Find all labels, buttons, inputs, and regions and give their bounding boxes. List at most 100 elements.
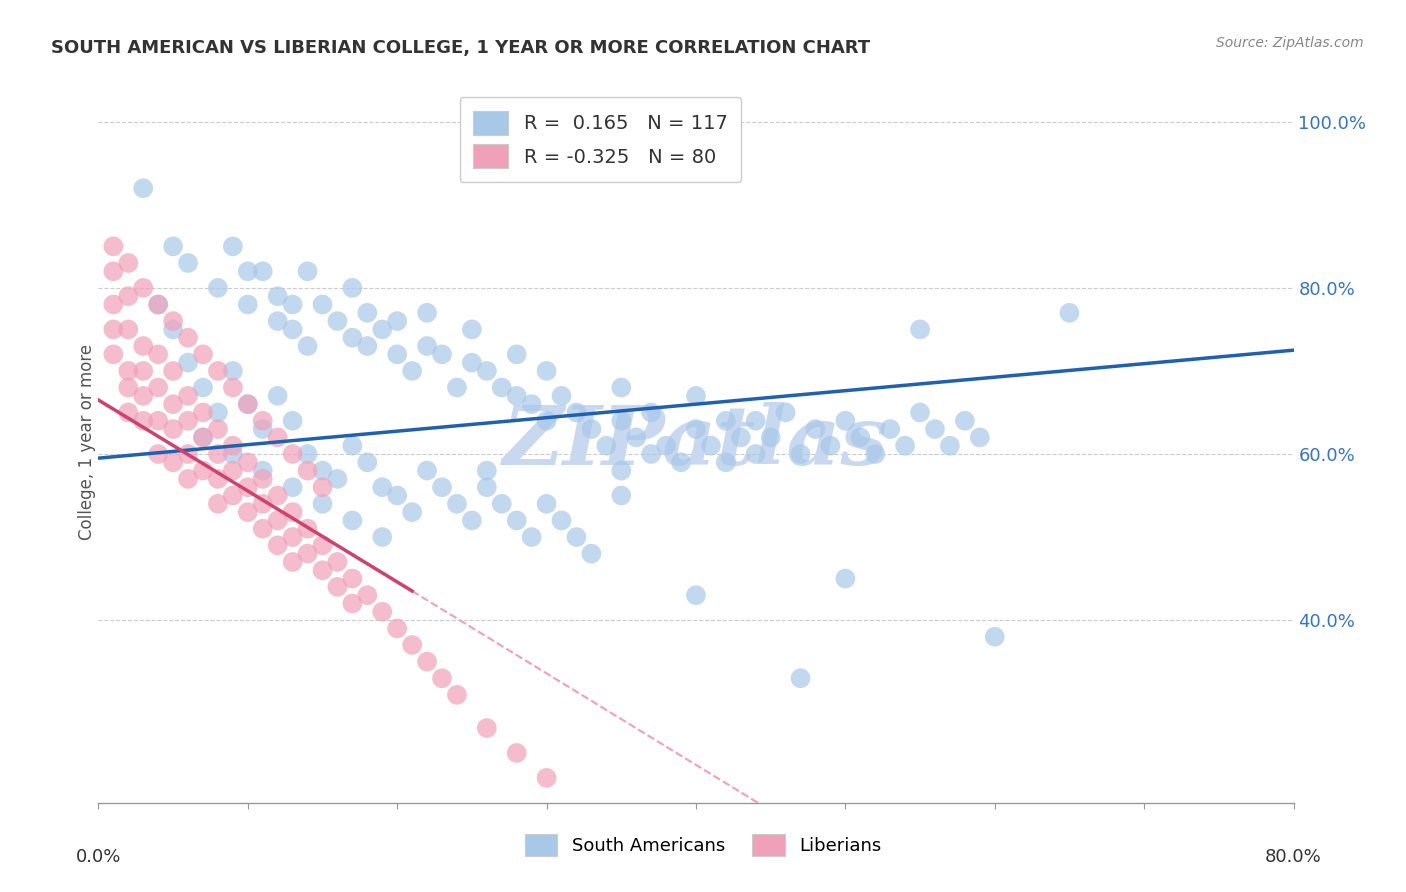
- Point: [908, 322, 931, 336]
- Point: [356, 588, 378, 602]
- Point: [297, 339, 319, 353]
- Point: [506, 347, 529, 361]
- Point: [311, 563, 333, 577]
- Point: [267, 489, 290, 503]
- Point: [461, 513, 484, 527]
- Point: [1059, 306, 1081, 320]
- Point: [475, 480, 498, 494]
- Point: [148, 414, 170, 428]
- Point: [236, 397, 259, 411]
- Point: [342, 597, 364, 611]
- Point: [820, 439, 842, 453]
- Point: [536, 771, 558, 785]
- Point: [148, 380, 170, 394]
- Point: [267, 314, 290, 328]
- Point: [132, 181, 155, 195]
- Point: [655, 439, 678, 453]
- Point: [162, 455, 184, 469]
- Point: [745, 447, 768, 461]
- Point: [371, 605, 394, 619]
- Point: [236, 455, 259, 469]
- Point: [506, 513, 529, 527]
- Point: [222, 380, 245, 394]
- Point: [430, 347, 453, 361]
- Point: [103, 239, 125, 253]
- Point: [461, 356, 484, 370]
- Point: [236, 480, 259, 494]
- Point: [252, 422, 274, 436]
- Point: [162, 397, 184, 411]
- Point: [700, 439, 723, 453]
- Point: [162, 314, 184, 328]
- Point: [984, 630, 1007, 644]
- Point: [416, 306, 439, 320]
- Point: [416, 339, 439, 353]
- Point: [865, 447, 887, 461]
- Point: [177, 472, 200, 486]
- Point: [267, 513, 290, 527]
- Point: [162, 239, 184, 253]
- Point: [461, 322, 484, 336]
- Point: [908, 405, 931, 419]
- Point: [267, 289, 290, 303]
- Point: [430, 480, 453, 494]
- Point: [416, 464, 439, 478]
- Point: [475, 464, 498, 478]
- Point: [222, 364, 245, 378]
- Point: [714, 455, 737, 469]
- Point: [132, 414, 155, 428]
- Point: [252, 522, 274, 536]
- Point: [177, 447, 200, 461]
- Point: [236, 297, 259, 311]
- Point: [506, 746, 529, 760]
- Point: [446, 688, 468, 702]
- Point: [849, 430, 872, 444]
- Point: [536, 497, 558, 511]
- Point: [177, 256, 200, 270]
- Point: [222, 447, 245, 461]
- Point: [610, 464, 633, 478]
- Point: [342, 331, 364, 345]
- Point: [207, 497, 229, 511]
- Point: [117, 380, 139, 394]
- Point: [939, 439, 962, 453]
- Point: [804, 422, 827, 436]
- Point: [207, 472, 229, 486]
- Point: [148, 447, 170, 461]
- Point: [252, 264, 274, 278]
- Point: [446, 380, 468, 394]
- Point: [536, 364, 558, 378]
- Point: [297, 522, 319, 536]
- Point: [297, 547, 319, 561]
- Text: SOUTH AMERICAN VS LIBERIAN COLLEGE, 1 YEAR OR MORE CORRELATION CHART: SOUTH AMERICAN VS LIBERIAN COLLEGE, 1 YE…: [51, 38, 870, 56]
- Point: [103, 322, 125, 336]
- Point: [103, 264, 125, 278]
- Point: [162, 364, 184, 378]
- Point: [491, 497, 513, 511]
- Text: 80.0%: 80.0%: [1265, 848, 1322, 866]
- Point: [311, 480, 333, 494]
- Point: [117, 405, 139, 419]
- Legend: South Americans, Liberians: South Americans, Liberians: [516, 825, 890, 865]
- Point: [191, 430, 214, 444]
- Point: [267, 430, 290, 444]
- Point: [252, 414, 274, 428]
- Point: [640, 447, 662, 461]
- Point: [669, 455, 692, 469]
- Point: [595, 439, 617, 453]
- Point: [311, 538, 333, 552]
- Point: [117, 289, 139, 303]
- Point: [191, 380, 214, 394]
- Point: [103, 297, 125, 311]
- Point: [356, 339, 378, 353]
- Point: [581, 422, 603, 436]
- Point: [207, 281, 229, 295]
- Point: [117, 256, 139, 270]
- Point: [446, 497, 468, 511]
- Point: [581, 547, 603, 561]
- Point: [626, 430, 648, 444]
- Point: [685, 389, 707, 403]
- Point: [148, 347, 170, 361]
- Point: [789, 447, 811, 461]
- Point: [236, 397, 259, 411]
